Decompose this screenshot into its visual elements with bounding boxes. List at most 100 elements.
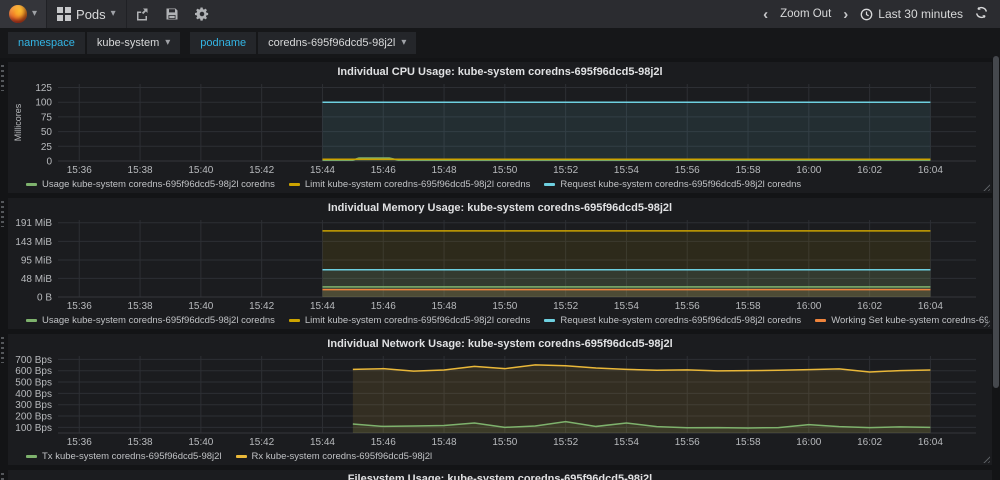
save-button[interactable] [157, 0, 187, 28]
refresh-button[interactable] [975, 6, 988, 22]
svg-text:15:40: 15:40 [188, 301, 213, 312]
svg-text:16:04: 16:04 [918, 437, 943, 448]
panel-resize-handle[interactable] [981, 318, 990, 327]
legend-item[interactable]: Rx kube-system coredns-695f96dcd5-98j2l [235, 451, 432, 462]
svg-text:300 Bps: 300 Bps [15, 400, 52, 411]
panel-title[interactable]: Individual CPU Usage: kube-system coredn… [337, 66, 663, 78]
svg-text:15:52: 15:52 [553, 301, 578, 312]
dashboard-picker[interactable]: Pods ▾ [47, 0, 127, 28]
scrollbar-thumb[interactable] [993, 56, 999, 388]
svg-text:100 Bps: 100 Bps [15, 423, 52, 434]
grafana-logo-button[interactable]: ▾ [0, 0, 48, 28]
legend-item[interactable]: Working Set kube-system coredns-695f96dc… [815, 315, 988, 326]
variable-namespace-dropdown[interactable]: kube-system ▾ [86, 32, 181, 54]
svg-text:15:38: 15:38 [128, 165, 153, 176]
grafana-logo-icon [9, 5, 27, 23]
variable-podname-dropdown[interactable]: coredns-695f96dcd5-98j2l ▾ [258, 32, 417, 54]
network-chart-legend: Tx kube-system coredns-695f96dcd5-98j2l R… [12, 449, 988, 463]
svg-text:16:02: 16:02 [857, 165, 882, 176]
svg-text:15:50: 15:50 [492, 437, 517, 448]
variable-podname: podname coredns-695f96dcd5-98j2l ▾ [190, 32, 417, 54]
panel-filesystem-usage: Filesystem Usage: kube-system coredns-69… [1, 470, 992, 480]
svg-text:15:44: 15:44 [310, 301, 335, 312]
panel-network-usage: Individual Network Usage: kube-system co… [1, 334, 992, 465]
svg-text:15:50: 15:50 [492, 165, 517, 176]
memory-chart-canvas[interactable]: 15:36 15:38 15:40 15:42 15:44 15:46 15:48 15:50… [12, 216, 988, 313]
svg-text:15:36: 15:36 [67, 165, 92, 176]
time-shift-forward-button[interactable]: › [843, 5, 849, 23]
caret-down-icon: ▾ [110, 8, 116, 19]
svg-text:15:46: 15:46 [371, 165, 396, 176]
svg-text:16:00: 16:00 [796, 301, 821, 312]
svg-text:15:36: 15:36 [67, 437, 92, 448]
svg-text:15:48: 15:48 [432, 437, 457, 448]
row-drag-handle[interactable] [1, 201, 4, 227]
share-button[interactable] [127, 0, 157, 28]
svg-text:500 Bps: 500 Bps [15, 378, 52, 389]
svg-text:191 MiB: 191 MiB [15, 218, 52, 229]
svg-text:15:40: 15:40 [188, 437, 213, 448]
svg-text:15:48: 15:48 [432, 301, 457, 312]
panel-memory-usage: Individual Memory Usage: kube-system cor… [1, 198, 992, 329]
svg-text:15:58: 15:58 [736, 301, 761, 312]
cpu-chart-legend: Usage kube-system coredns-695f96dcd5-98j… [12, 177, 988, 191]
panel-title[interactable]: Individual Network Usage: kube-system co… [327, 338, 673, 350]
caret-down-icon: ▾ [32, 8, 38, 19]
time-range-label: Last 30 minutes [878, 7, 963, 21]
variable-namespace: namespace kube-system ▾ [8, 32, 181, 54]
svg-text:15:46: 15:46 [371, 301, 396, 312]
variable-value: coredns-695f96dcd5-98j2l [268, 37, 396, 49]
panel-title[interactable]: Filesystem Usage: kube-system coredns-69… [347, 473, 653, 480]
svg-text:15:58: 15:58 [736, 165, 761, 176]
svg-text:0 B: 0 B [37, 293, 52, 304]
svg-text:16:02: 16:02 [857, 301, 882, 312]
row-drag-handle[interactable] [1, 337, 4, 363]
svg-text:16:00: 16:00 [796, 437, 821, 448]
svg-text:600 Bps: 600 Bps [15, 366, 52, 377]
template-variables-row: namespace kube-system ▾ podname coredns-… [0, 28, 1000, 58]
svg-text:15:56: 15:56 [675, 301, 700, 312]
cpu-chart-canvas[interactable]: 15:36 15:38 15:40 15:42 15:44 15:46 15:48 15:50… [12, 80, 988, 177]
svg-text:16:04: 16:04 [918, 301, 943, 312]
row-drag-handle[interactable] [1, 473, 4, 480]
share-icon [136, 8, 148, 21]
time-range-picker[interactable]: Last 30 minutes [860, 7, 963, 21]
network-chart-canvas[interactable]: 15:36 15:38 15:40 15:42 15:44 15:46 15:48 15:50… [12, 352, 988, 449]
clock-icon [860, 8, 873, 20]
svg-text:25: 25 [41, 142, 53, 153]
svg-text:Millicores: Millicores [13, 103, 23, 141]
settings-button[interactable] [187, 0, 217, 28]
navbar: ▾ Pods ▾ [0, 0, 1000, 28]
refresh-icon [975, 6, 988, 19]
row-drag-handle[interactable] [1, 65, 4, 91]
panel-title[interactable]: Individual Memory Usage: kube-system cor… [327, 202, 673, 214]
panel-resize-handle[interactable] [981, 454, 990, 463]
dashboard-title: Pods [76, 6, 106, 22]
legend-item[interactable]: Limit kube-system coredns-695f96dcd5-98j… [288, 179, 530, 190]
legend-item[interactable]: Limit kube-system coredns-695f96dcd5-98j… [288, 315, 530, 326]
legend-item[interactable]: Tx kube-system coredns-695f96dcd5-98j2l [26, 451, 222, 462]
svg-text:15:54: 15:54 [614, 437, 639, 448]
svg-text:15:56: 15:56 [675, 165, 700, 176]
svg-text:15:40: 15:40 [188, 165, 213, 176]
svg-text:15:42: 15:42 [249, 437, 274, 448]
svg-text:125: 125 [35, 83, 52, 94]
legend-item[interactable]: Usage kube-system coredns-695f96dcd5-98j… [26, 179, 275, 190]
variable-label: podname [190, 32, 257, 54]
panel-resize-handle[interactable] [981, 182, 990, 191]
svg-text:48 MiB: 48 MiB [21, 274, 52, 285]
apps-grid-icon [57, 7, 72, 21]
svg-text:15:52: 15:52 [553, 437, 578, 448]
zoom-out-button[interactable]: Zoom Out [780, 8, 832, 20]
legend-item[interactable]: Request kube-system coredns-695f96dcd5-9… [544, 315, 801, 326]
svg-text:15:58: 15:58 [736, 437, 761, 448]
time-shift-back-button[interactable]: ‹ [763, 5, 769, 23]
svg-text:15:36: 15:36 [67, 301, 92, 312]
caret-down-icon: ▾ [165, 37, 171, 48]
svg-text:15:46: 15:46 [371, 437, 396, 448]
svg-text:0: 0 [46, 157, 52, 168]
svg-text:15:42: 15:42 [249, 165, 274, 176]
legend-item[interactable]: Usage kube-system coredns-695f96dcd5-98j… [26, 315, 275, 326]
legend-item[interactable]: Request kube-system coredns-695f96dcd5-9… [544, 179, 801, 190]
svg-text:95 MiB: 95 MiB [21, 256, 52, 267]
